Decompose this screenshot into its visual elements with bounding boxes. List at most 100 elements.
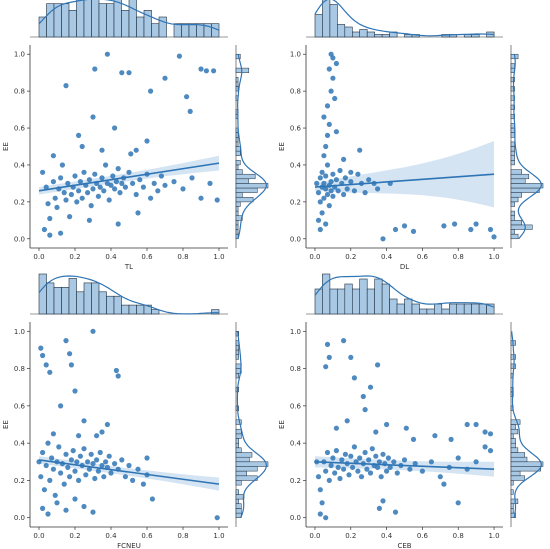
top-histogram-bar bbox=[83, 0, 92, 38]
right-histogram-bar bbox=[510, 470, 521, 477]
right-histogram-bar bbox=[235, 160, 241, 166]
right-kde-curve bbox=[512, 54, 543, 240]
data-point bbox=[328, 88, 334, 94]
top-histogram-bar bbox=[471, 303, 480, 315]
data-point bbox=[455, 455, 461, 461]
right-histogram-bar bbox=[510, 466, 541, 472]
data-point bbox=[45, 440, 51, 446]
data-point bbox=[88, 203, 94, 209]
top-histogram-bar bbox=[136, 16, 145, 38]
data-point bbox=[117, 190, 123, 196]
data-point bbox=[326, 203, 332, 209]
data-point bbox=[47, 215, 53, 222]
data-point bbox=[97, 449, 103, 456]
data-point bbox=[68, 191, 74, 198]
y-tick-label: 1.0 bbox=[290, 328, 301, 336]
y-tick-label: 0.4 bbox=[290, 440, 302, 448]
data-point bbox=[330, 171, 336, 177]
data-point bbox=[81, 169, 87, 175]
data-point bbox=[333, 177, 339, 183]
right-histogram-bar bbox=[510, 224, 533, 230]
x-axis-label: TL bbox=[124, 263, 133, 271]
right-histogram-bar bbox=[510, 86, 515, 92]
top-histogram-bar bbox=[46, 282, 55, 315]
data-point bbox=[74, 459, 80, 465]
data-point bbox=[362, 190, 368, 196]
y-tick-label: 1.0 bbox=[14, 51, 25, 59]
right-histogram-bar bbox=[510, 178, 526, 184]
data-point bbox=[94, 433, 100, 439]
data-point bbox=[90, 114, 96, 120]
data-point bbox=[79, 143, 85, 150]
data-point bbox=[130, 477, 136, 483]
right-histogram-bar bbox=[235, 466, 258, 472]
data-point bbox=[369, 446, 375, 452]
data-point bbox=[321, 180, 327, 186]
right-histogram-bar bbox=[510, 475, 525, 481]
data-point bbox=[119, 457, 125, 463]
data-point bbox=[364, 466, 370, 472]
data-point bbox=[323, 221, 329, 227]
data-point bbox=[387, 464, 393, 470]
data-point bbox=[43, 362, 49, 368]
data-point bbox=[95, 468, 101, 474]
data-point bbox=[324, 191, 331, 198]
data-point bbox=[337, 167, 343, 174]
data-point bbox=[49, 455, 55, 461]
top-histogram-bar bbox=[76, 291, 85, 315]
data-point bbox=[419, 468, 425, 474]
data-point bbox=[319, 500, 325, 506]
top-histogram-bar bbox=[344, 283, 353, 315]
top-histogram-bar bbox=[486, 303, 495, 315]
data-point bbox=[135, 210, 141, 216]
data-point bbox=[126, 462, 132, 469]
data-point bbox=[63, 507, 69, 513]
regression-line bbox=[38, 459, 220, 485]
data-point bbox=[86, 177, 92, 183]
data-point bbox=[189, 175, 195, 181]
x-tick-label: 0.0 bbox=[33, 532, 44, 540]
right-histogram-bar bbox=[510, 428, 519, 435]
right-histogram-bar bbox=[510, 456, 528, 463]
data-point bbox=[326, 354, 332, 360]
data-point bbox=[482, 444, 488, 450]
data-point bbox=[112, 461, 118, 467]
top-histogram-bar bbox=[53, 286, 62, 315]
data-point bbox=[47, 369, 53, 375]
right-histogram-bar bbox=[235, 220, 239, 226]
data-point bbox=[108, 182, 114, 188]
top-histogram-bar bbox=[441, 308, 450, 315]
top-histogram-bar bbox=[322, 0, 331, 38]
right-histogram-bar bbox=[510, 146, 515, 152]
right-histogram-bar bbox=[510, 233, 519, 240]
y-tick-label: 0.4 bbox=[14, 161, 26, 169]
top-histogram-bar bbox=[181, 23, 190, 38]
data-point bbox=[140, 184, 146, 190]
data-point bbox=[41, 226, 48, 233]
data-point bbox=[410, 436, 417, 442]
top-histogram-bar bbox=[329, 288, 338, 315]
right-histogram-bar bbox=[510, 419, 521, 425]
data-point bbox=[81, 446, 87, 452]
top-histogram-bar bbox=[151, 309, 160, 315]
data-point bbox=[162, 75, 168, 81]
right-histogram-bar bbox=[510, 229, 515, 235]
data-point bbox=[90, 186, 96, 192]
y-tick-label: 0.6 bbox=[14, 402, 26, 410]
data-point bbox=[482, 429, 488, 435]
right-histogram-bar bbox=[235, 373, 239, 379]
data-point bbox=[148, 195, 154, 201]
right-histogram-bar bbox=[510, 424, 516, 430]
right-histogram-bar bbox=[235, 489, 239, 495]
data-point bbox=[314, 180, 320, 186]
data-point bbox=[115, 166, 121, 172]
y-tick-label: 0.8 bbox=[290, 365, 301, 373]
data-point bbox=[351, 375, 357, 381]
data-point bbox=[148, 88, 154, 94]
right-histogram-bar bbox=[510, 503, 514, 509]
top-histogram-bar bbox=[83, 282, 92, 315]
data-point bbox=[90, 509, 96, 515]
data-point bbox=[373, 429, 379, 435]
y-tick-label: 0.6 bbox=[290, 402, 302, 410]
